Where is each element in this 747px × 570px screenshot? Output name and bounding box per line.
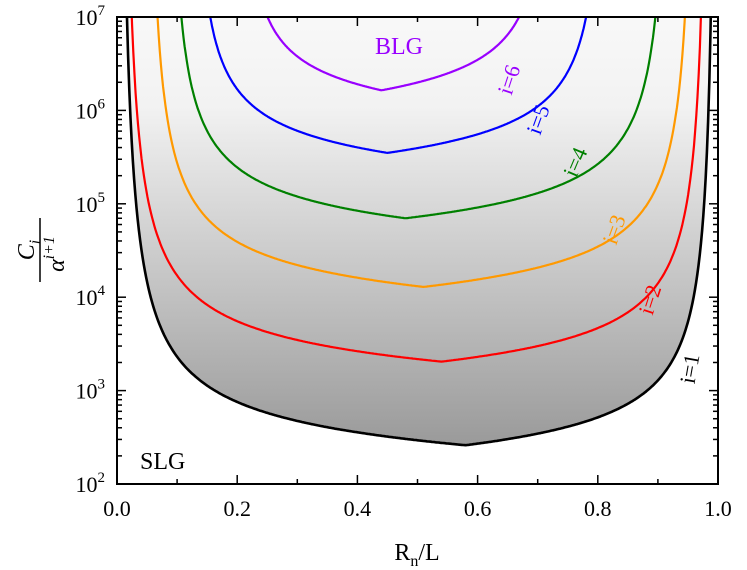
series-line-i2 [130,17,702,363]
y-tick-label: 105 [76,190,106,217]
blg-annotation: BLG [375,34,423,60]
series-line-i5 [209,17,588,155]
slg-annotation: SLG [140,449,185,475]
y-tick-label: 104 [76,283,106,310]
x-axis-label: Rn/L [394,540,439,570]
x-tick-label: 1.0 [704,496,732,521]
y-tick-label: 102 [76,470,106,497]
plot-frame [116,16,719,485]
y-tick-label: 103 [76,377,106,404]
series-line-i1 [125,17,713,447]
svg-text:Rn/L: Rn/L [394,540,439,570]
y-axis-label: Ci αi+1 [14,218,70,282]
svg-text:αi+1: αi+1 [41,236,70,272]
y-tick-label: 107 [76,3,106,30]
x-tick-label: 0.6 [464,496,492,521]
series-line-i3 [156,17,686,289]
series-label-i1: i=1 [675,352,705,385]
x-tick-label: 0.2 [223,496,251,521]
series-line-i4 [180,17,657,220]
x-tick-label: 0.8 [584,496,612,521]
x-tick-label: 0.0 [103,496,131,521]
y-tick-label: 106 [76,96,106,123]
svg-text:Ci: Ci [14,240,44,260]
series-line-i6 [266,17,521,92]
x-tick-label: 0.4 [344,496,372,521]
